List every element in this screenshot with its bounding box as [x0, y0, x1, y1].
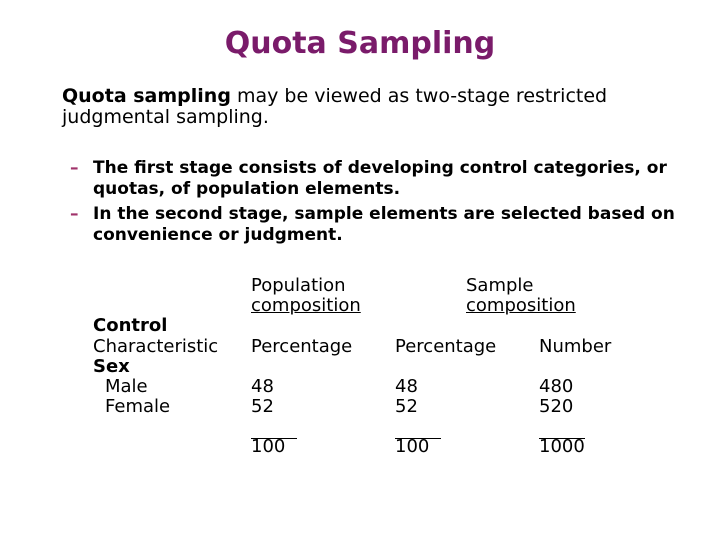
- total-rule-sample-num: [539, 438, 585, 439]
- header-sample: Sample: [466, 275, 534, 296]
- bullet-item-2: – In the second stage, sample elements a…: [70, 204, 690, 246]
- group-label-sex: Sex: [93, 356, 130, 377]
- row-label-female: Female: [105, 396, 171, 417]
- total-rule-pop: [251, 438, 297, 439]
- intro-text: may be viewed as two-stage restricted ju…: [62, 85, 608, 128]
- cell-male-sample-num: 480: [539, 376, 574, 397]
- cell-male-pop-pct: 48: [251, 376, 274, 397]
- dash-marker-1: –: [70, 158, 79, 178]
- header-population-composition: composition: [251, 295, 361, 316]
- dash-marker-2: –: [70, 204, 79, 224]
- col-pop-percentage: Percentage: [251, 336, 353, 357]
- total-pop-pct: 100: [251, 436, 286, 457]
- bullet-text-1: The first stage consists of developing c…: [93, 158, 667, 199]
- total-rule-sample-pct: [395, 438, 441, 439]
- header-population: Population: [251, 275, 346, 296]
- total-sample-num: 1000: [539, 436, 585, 457]
- label-control: Control: [93, 315, 168, 336]
- cell-female-sample-num: 520: [539, 396, 574, 417]
- cell-female-pop-pct: 52: [251, 396, 274, 417]
- total-sample-pct: 100: [395, 436, 430, 457]
- label-characteristic: Characteristic: [93, 336, 219, 357]
- bullet-item-1: – The first stage consists of developing…: [70, 158, 690, 200]
- intro-bold-term: Quota sampling: [62, 85, 231, 107]
- page-title: Quota Sampling: [224, 26, 496, 61]
- row-label-male: Male: [105, 376, 148, 397]
- col-sample-number: Number: [539, 336, 612, 357]
- cell-male-sample-pct: 48: [395, 376, 418, 397]
- header-sample-composition: composition: [466, 295, 576, 316]
- intro-paragraph: Quota sampling may be viewed as two-stag…: [62, 86, 662, 128]
- col-sample-percentage: Percentage: [395, 336, 497, 357]
- cell-female-sample-pct: 52: [395, 396, 418, 417]
- bullet-text-2: In the second stage, sample elements are…: [93, 204, 675, 245]
